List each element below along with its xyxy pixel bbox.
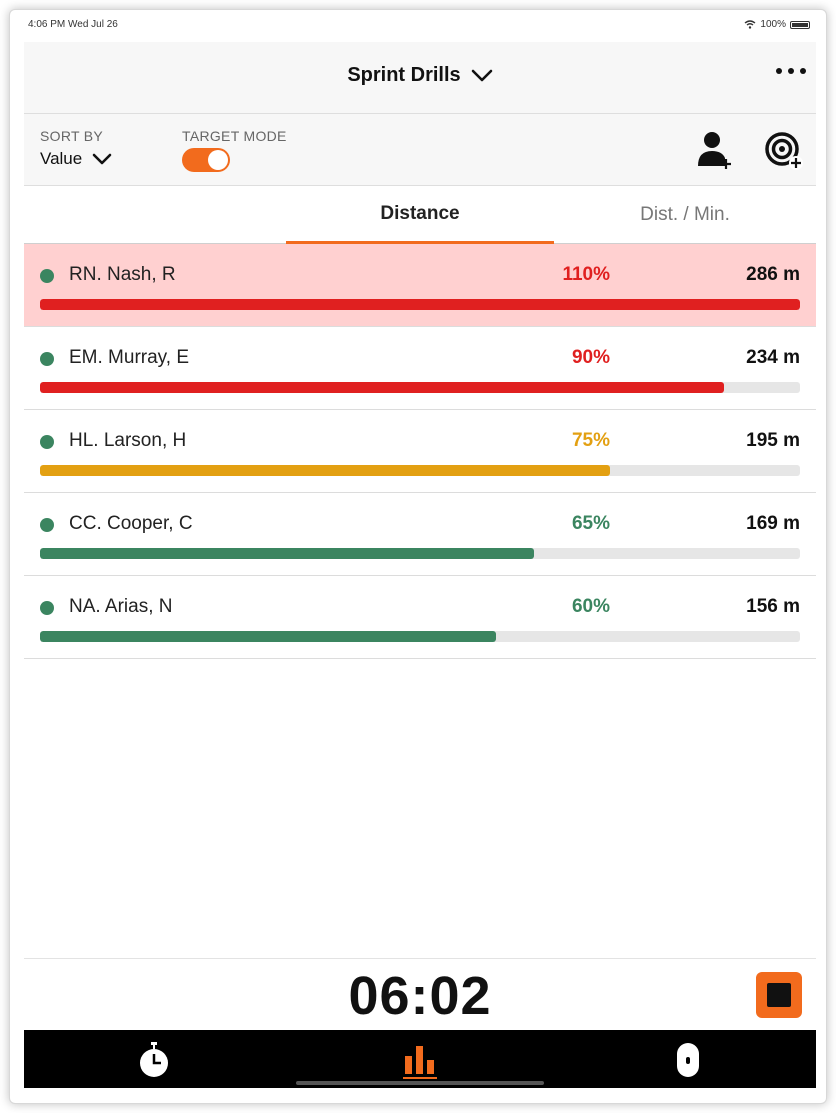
chevron-down-icon [92,153,112,165]
target-percent: 60% [571,596,610,617]
athlete-row[interactable]: NA. Arias, N 60% 156 m [24,576,816,659]
target-percent: 110% [562,264,610,285]
online-status-dot [40,601,54,615]
athlete-row[interactable]: CC. Cooper, C 65% 169 m [24,493,816,576]
stopwatch-icon[interactable] [134,1040,174,1080]
athlete-row[interactable]: HL. Larson, H 75% 195 m [24,410,816,493]
timer-bar: 06:02 [24,958,816,1030]
athlete-row[interactable]: RN. Nash, R 110% 286 m [24,244,816,327]
sort-by-value: Value [40,149,83,168]
progress-track [40,465,800,476]
online-status-dot [40,352,54,366]
metric-tabs: Distance Dist. / Min. [24,186,816,244]
sort-by-label: SORT BY [40,128,104,144]
stop-button[interactable] [756,972,802,1018]
progress-track [40,382,800,393]
online-status-dot [40,435,54,449]
athlete-distance: 286 m [746,264,800,285]
athlete-name: RN. Nash, R [69,264,176,285]
online-status-dot [40,518,54,532]
athlete-row[interactable]: EM. Murray, E 90% 234 m [24,327,816,410]
more-dot-icon [800,68,806,74]
more-dot-icon [776,68,782,74]
athlete-distance: 234 m [746,347,800,368]
athlete-name: HL. Larson, H [69,430,187,451]
target-percent: 90% [571,347,610,368]
nav-bar: Sprint Drills [24,42,816,114]
target-mode-toggle[interactable] [182,148,230,172]
athlete-distance: 156 m [746,596,800,617]
device-frame: 4:06 PM Wed Jul 26 100% Sprint Drills [9,9,827,1104]
tab-dist-per-min[interactable]: Dist. / Min. [640,204,730,225]
tab-distance[interactable]: Distance [286,186,554,244]
online-status-dot [40,269,54,283]
athlete-name: NA. Arias, N [69,596,173,617]
progress-fill [40,299,800,310]
progress-fill [40,548,534,559]
athlete-name: CC. Cooper, C [69,513,193,534]
target-percent: 75% [571,430,610,451]
battery-percent: 100% [760,19,786,30]
add-athlete-icon[interactable] [694,130,734,170]
progress-fill [40,382,724,393]
session-timer: 06:02 [348,966,492,1026]
progress-track [40,631,800,642]
device-icon[interactable] [668,1040,708,1080]
sort-by-dropdown[interactable]: Value [40,149,112,169]
athlete-name: EM. Murray, E [69,347,189,368]
progress-fill [40,631,496,642]
target-percent: 65% [571,513,610,534]
wifi-icon [744,20,756,29]
athlete-distance: 169 m [746,513,800,534]
more-dot-icon [788,68,794,74]
athlete-distance: 195 m [746,430,800,451]
progress-track [40,548,800,559]
page-title: Sprint Drills [347,64,461,86]
add-target-icon[interactable] [764,130,804,170]
battery-icon [790,20,810,29]
controls-bar: SORT BY Value TARGET MODE [24,114,816,186]
chevron-down-icon [471,69,492,81]
status-time: 4:06 PM Wed Jul 26 [28,19,118,30]
app-screen: 4:06 PM Wed Jul 26 100% Sprint Drills [24,14,816,1088]
athlete-list: RN. Nash, R 110% 286 m EM. Murray, E 90% 234 … [24,244,816,659]
more-options-button[interactable] [776,68,806,74]
target-mode-label: TARGET MODE [182,128,287,144]
status-right: 100% [744,19,810,30]
session-selector[interactable]: Sprint Drills [24,64,816,87]
status-bar: 4:06 PM Wed Jul 26 100% [24,14,816,42]
home-indicator [296,1081,544,1085]
bar-chart-icon[interactable] [400,1040,440,1080]
bottom-tab-bar [24,1030,816,1088]
progress-track [40,299,800,310]
progress-fill [40,465,610,476]
